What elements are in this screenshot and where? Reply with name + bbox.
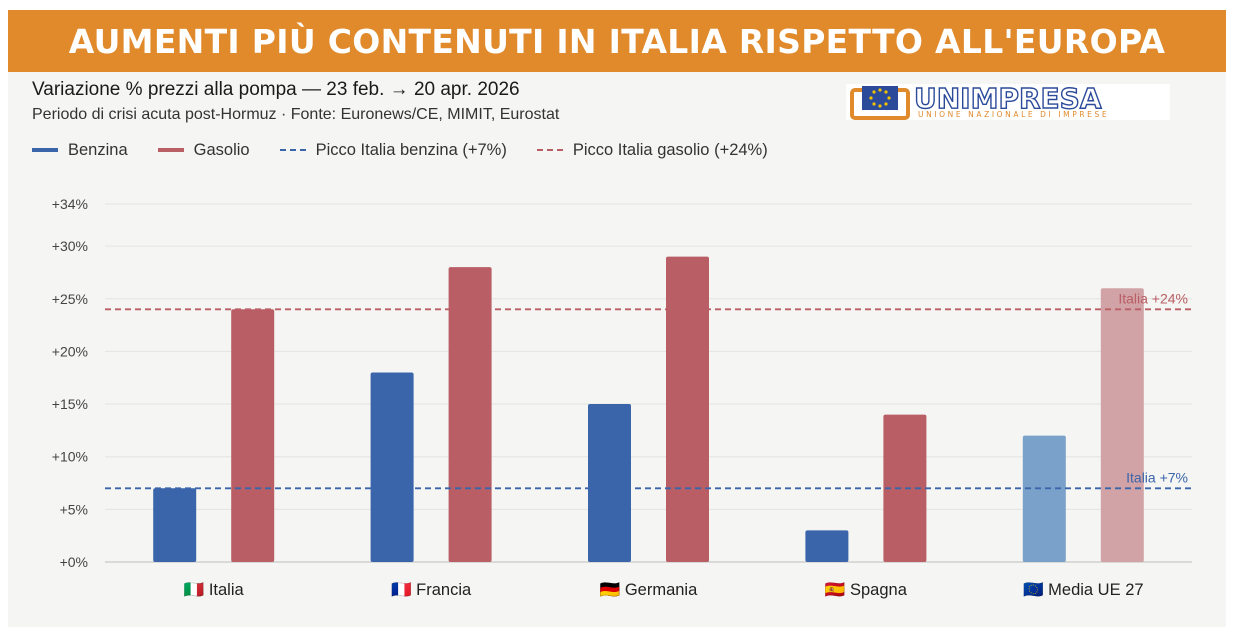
bar-benzina-italia xyxy=(153,488,197,562)
y-tick-label: +5% xyxy=(60,501,88,517)
y-tick-label: +10% xyxy=(52,449,88,465)
reference-line-label: Italia +24% xyxy=(1118,290,1188,306)
legend-dash-gasolio xyxy=(536,149,563,151)
legend-dash-benzina xyxy=(279,149,306,151)
legend-swatch-benzina xyxy=(32,148,58,152)
y-tick-label: +25% xyxy=(52,291,88,307)
chart-subtitle: Periodo di crisi acuta post-Hormuz · Fon… xyxy=(32,106,560,123)
bar-gasolio-spagna xyxy=(883,414,927,562)
y-tick-label: +15% xyxy=(52,396,88,412)
y-tick-label: +20% xyxy=(52,343,88,359)
chart-legend: Benzina Gasolio Picco Italia benzina (+7… xyxy=(32,138,798,162)
bar-benzina-spagna xyxy=(805,530,849,562)
x-category-label: 🇪🇺 Media UE 27 xyxy=(1023,581,1144,599)
bar-benzina-media-ue-27 xyxy=(1022,435,1066,562)
logo-wordmark: UNIMPRESA xyxy=(914,84,1102,115)
reference-line-label: Italia +7% xyxy=(1126,469,1188,485)
y-tick-label: +34% xyxy=(52,196,88,212)
bar-gasolio-germania xyxy=(666,256,709,562)
y-tick-label: +0% xyxy=(60,554,88,570)
bar-gasolio-francia xyxy=(448,267,492,562)
legend-item-picco-gasolio: Picco Italia gasolio (+24%) xyxy=(536,140,768,160)
x-category-label: 🇮🇹 Italia xyxy=(184,581,245,599)
legend-item-benzina: Benzina xyxy=(32,141,128,160)
x-category-label: 🇪🇸 Spagna xyxy=(825,581,908,599)
logo-tagline: UNIONE NAZIONALE DI IMPRESE xyxy=(918,110,1109,119)
x-category-label: 🇫🇷 Francia xyxy=(391,581,472,599)
legend-swatch-gasolio xyxy=(157,148,184,152)
bar-gasolio-italia xyxy=(231,309,275,562)
bar-benzina-germania xyxy=(588,404,631,562)
bar-benzina-francia xyxy=(370,372,414,562)
legend-label-gasolio: Gasolio xyxy=(193,140,250,159)
legend-label-picco-gasolio: Picco Italia gasolio (+24%) xyxy=(572,140,768,159)
x-category-label: 🇩🇪 Germania xyxy=(600,581,698,599)
y-tick-label: +30% xyxy=(52,238,88,254)
legend-label-benzina: Benzina xyxy=(68,140,128,159)
chart-title: Variazione % prezzi alla pompa — 23 feb.… xyxy=(32,79,520,100)
banner-title: AUMENTI PIÙ CONTENUTI IN ITALIA RISPETTO… xyxy=(8,10,1226,72)
legend-item-gasolio: Gasolio xyxy=(157,140,250,160)
bar-gasolio-media-ue-27 xyxy=(1100,288,1144,562)
legend-label-picco-benzina: Picco Italia benzina (+7%) xyxy=(315,140,507,159)
unimpresa-logo: UNIMPRESA UNIONE NAZIONALE DI IMPRESE xyxy=(846,84,1170,120)
legend-item-picco-benzina: Picco Italia benzina (+7%) xyxy=(279,140,507,160)
